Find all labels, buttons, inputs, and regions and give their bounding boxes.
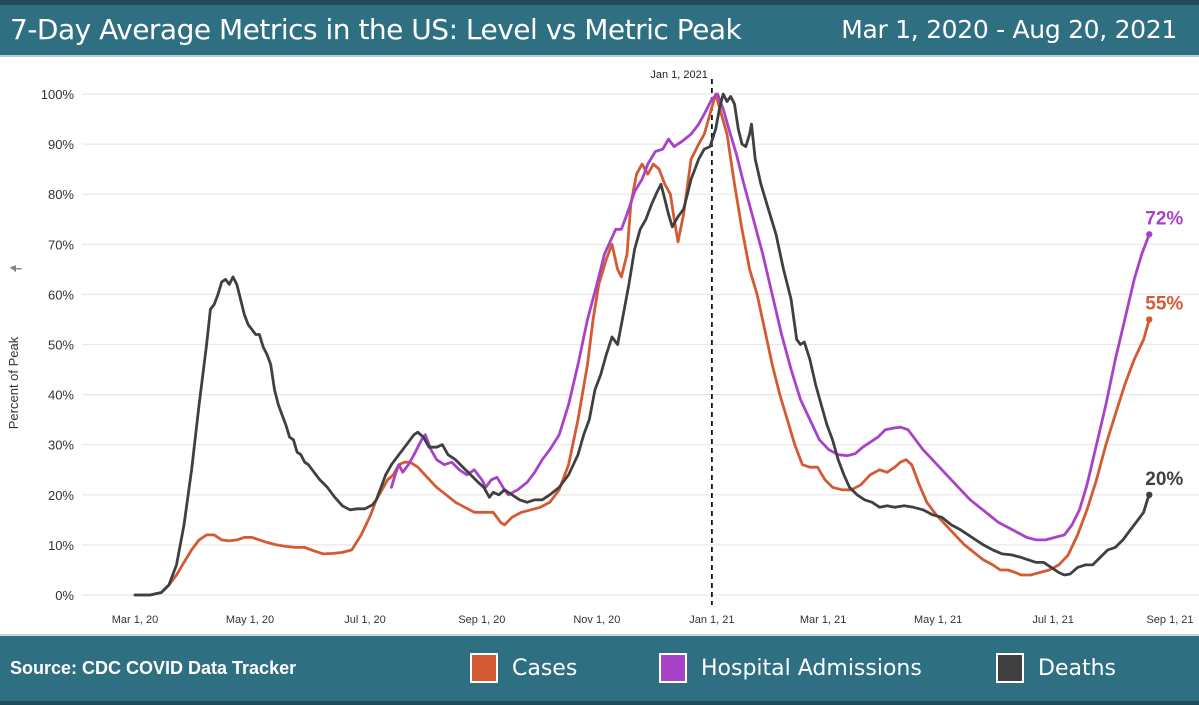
x-tick-label: Jul 1, 21 [1032,614,1074,626]
end-point-cases [1146,316,1153,323]
x-tick-label: Sep 1, 20 [458,614,505,626]
end-label-cases: 55% [1145,293,1183,314]
y-tick-label: 30% [48,438,74,453]
y-tick-label: 20% [48,488,74,503]
x-tick-label: May 1, 21 [914,614,962,626]
x-tick-label: Jul 1, 20 [344,614,386,626]
y-tick-label: 10% [48,538,74,553]
y-axis-label: Percent of Peak [6,336,21,429]
series-line-cases [133,92,1151,597]
y-axis-label-group: Percent of Peak [6,262,23,429]
legend-item-hospital-admissions[interactable]: Hospital Admissions [659,652,922,684]
end-point-hospital-admissions [1146,231,1153,238]
x-tick-label: Jan 1, 21 [689,614,734,626]
series-lines [133,92,1151,597]
line-chart: 0% 10% 20% 30% 40% 50% 60% 70% 80% 90% 100% Mar 1,… [6,69,1199,626]
jan-2021-marker: Jan 1, 2021 [650,69,713,605]
y-tick-label: 80% [48,187,74,202]
x-tick-label: Mar 1, 21 [800,614,846,626]
series-line-deaths [133,92,1151,597]
legend-item-cases[interactable]: Cases [470,652,577,684]
y-tick-label: 70% [48,237,74,252]
y-tick-label: 90% [48,137,74,152]
x-axis-ticks: Mar 1, 20 May 1, 20 Jul 1, 20 Sep 1, 20 Nov … [112,614,1194,626]
y-tick-label: 40% [48,388,74,403]
pin-icon[interactable] [9,262,23,275]
x-tick-label: Mar 1, 20 [112,614,158,626]
end-labels: 55% 72% 20% [1145,208,1183,498]
end-label-hospital-admissions: 72% [1145,208,1183,229]
legend-swatch-cases [470,653,498,683]
end-point-deaths [1146,491,1153,498]
gridlines [82,93,1199,596]
y-tick-label: 100% [41,87,75,102]
legend-label-cases: Cases [512,655,578,681]
x-tick-label: Nov 1, 20 [573,614,620,626]
date-range: Mar 1, 2020 - Aug 20, 2021 [841,15,1177,44]
legend-swatch-hospital-admissions [659,653,687,683]
y-tick-label: 50% [48,338,74,353]
y-tick-label: 0% [55,588,74,603]
y-axis-ticks: 0% 10% 20% 30% 40% 50% 60% 70% 80% 90% 100% [41,87,75,603]
x-tick-label: May 1, 20 [226,614,274,626]
legend-item-deaths[interactable]: Deaths [996,652,1116,684]
source-note: Source: CDC COVID Data Tracker [10,658,297,678]
series-line-hospital-admissions [390,92,1151,542]
end-label-deaths: 20% [1145,469,1183,490]
chart-title: 7-Day Average Metrics in the US: Level v… [10,13,742,46]
legend-label-hospital-admissions: Hospital Admissions [701,655,922,681]
bottom-border-strip [0,701,1199,705]
legend-swatch-deaths [996,653,1024,683]
y-tick-label: 60% [48,287,74,302]
annotation-label: Jan 1, 2021 [650,69,708,81]
chart-header: 7-Day Average Metrics in the US: Level v… [0,5,1199,57]
legend-label-deaths: Deaths [1038,655,1116,681]
chart-footer: Source: CDC COVID Data Tracker Cases Hos… [0,634,1199,701]
top-border-strip [0,0,1199,5]
x-tick-label: Sep 1, 21 [1146,614,1193,626]
